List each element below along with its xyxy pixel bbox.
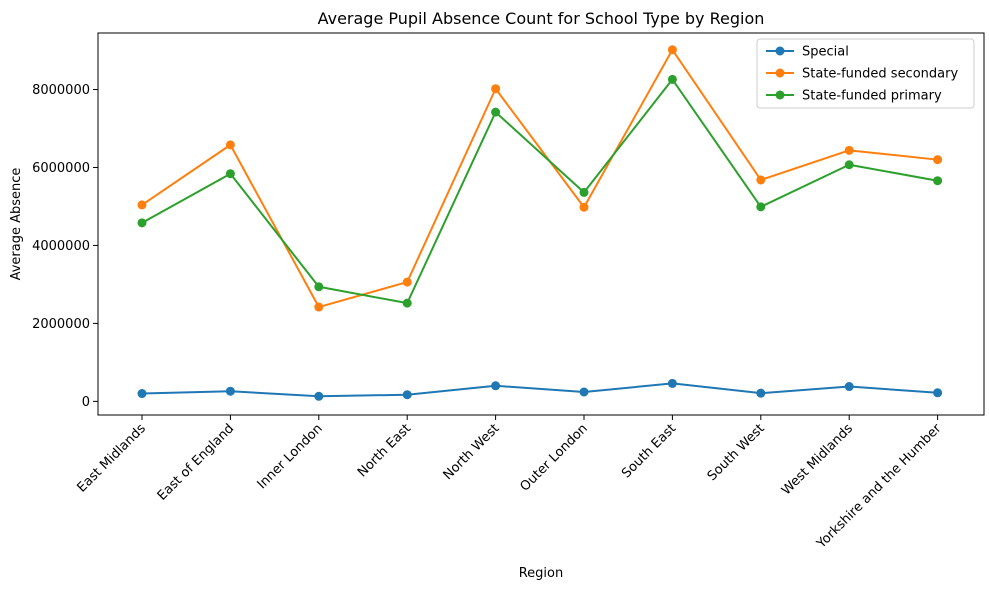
x-tick-label: North East (355, 421, 414, 480)
y-axis: 0 2000000 4000000 6000000 8000000 (32, 83, 98, 410)
data-point (579, 202, 589, 212)
data-point (933, 155, 943, 165)
data-point (844, 160, 854, 170)
legend-label: Special (802, 45, 849, 60)
series-line (141, 48, 938, 309)
data-point (314, 391, 324, 401)
x-tick-label: East of England (155, 421, 237, 503)
x-axis-label: Region (519, 566, 564, 581)
x-tick-label: North West (441, 421, 503, 483)
data-point (491, 107, 501, 117)
x-axis: East Midlands East of England Inner London… (75, 415, 945, 552)
legend: Special State-funded secondary State-funde… (756, 38, 975, 109)
data-point (667, 74, 677, 84)
data-point (402, 277, 412, 287)
data-point (137, 218, 147, 228)
data-point (491, 84, 501, 94)
series-line (141, 78, 938, 305)
legend-label: State-funded secondary (802, 67, 958, 82)
data-point (137, 389, 147, 399)
data-point (756, 202, 766, 212)
y-tick-label: 6000000 (32, 161, 90, 176)
data-point (756, 388, 766, 398)
data-point (667, 45, 677, 55)
legend-marker (775, 46, 785, 56)
x-tick-label: West Midlands (779, 421, 856, 498)
data-point (402, 390, 412, 400)
x-tick-label: South East (619, 421, 679, 481)
data-point (844, 145, 854, 155)
series-group (137, 45, 943, 312)
data-point (579, 187, 589, 197)
data-point (225, 386, 235, 396)
data-point (933, 388, 943, 398)
data-point (402, 298, 412, 308)
data-point (225, 140, 235, 150)
series-line (141, 382, 938, 398)
y-axis-label: Average Absence (9, 168, 24, 281)
legend-label: State-funded primary (802, 89, 942, 104)
data-point (314, 282, 324, 292)
x-tick-label: South West (705, 421, 768, 484)
data-point (491, 381, 501, 391)
legend-box (756, 38, 975, 109)
y-tick-label: 0 (82, 395, 90, 410)
legend-marker (775, 90, 785, 100)
x-tick-label: East Midlands (75, 421, 149, 495)
data-point (314, 302, 324, 312)
plot-frame (97, 32, 985, 416)
data-point (225, 169, 235, 179)
series-group (137, 378, 943, 401)
y-tick-label: 2000000 (32, 317, 90, 332)
y-tick-label: 8000000 (32, 83, 90, 98)
series-group (137, 74, 943, 308)
data-point (844, 382, 854, 392)
y-tick-label: 4000000 (32, 239, 90, 254)
data-point (137, 200, 147, 210)
series-layer (137, 45, 943, 401)
x-tick-label: Inner London (255, 421, 326, 492)
chart-title: Average Pupil Absence Count for School T… (318, 9, 765, 28)
data-point (933, 176, 943, 186)
data-point (579, 387, 589, 397)
data-point (667, 378, 677, 388)
x-tick-label: Outer London (517, 421, 590, 494)
data-point (756, 175, 766, 185)
legend-marker (775, 68, 785, 78)
